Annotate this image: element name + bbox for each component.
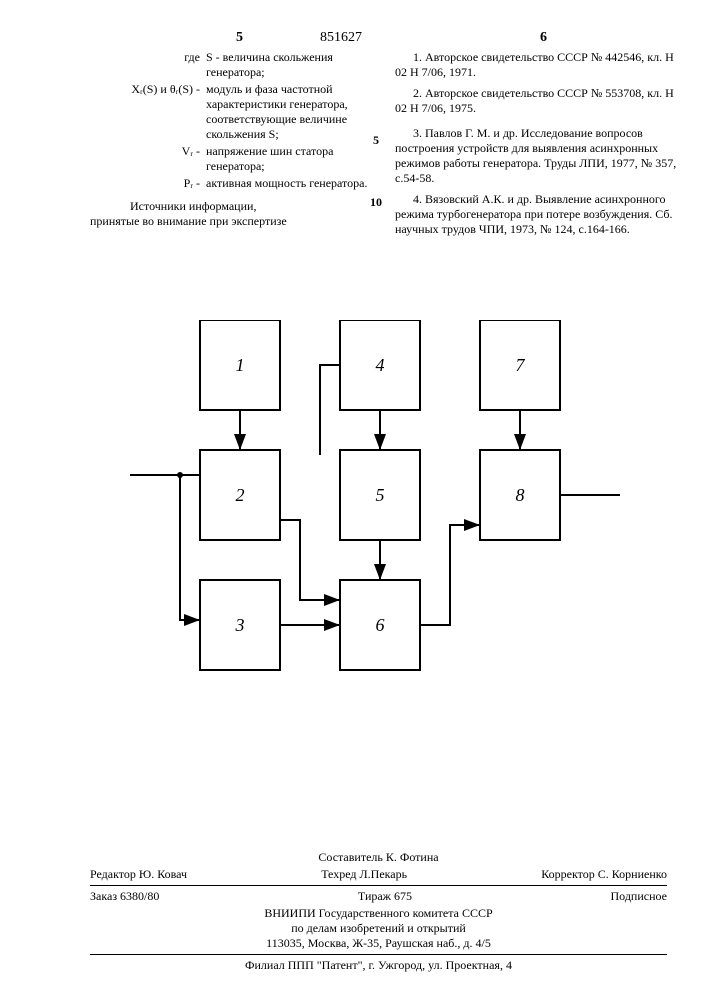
svg-text:2: 2	[236, 485, 245, 505]
right-column: 1. Авторское свидетельство СССР № 442546…	[395, 50, 685, 243]
tirazh: Тираж 675	[358, 889, 412, 904]
left-column: где S - величина скольжения генератора; …	[90, 50, 380, 229]
def-row-2: Vᵣ - напряжение шин статора генератора;	[90, 144, 380, 174]
svg-text:3: 3	[235, 615, 245, 635]
addr-line: 113035, Москва, Ж-35, Раушская наб., д. …	[90, 936, 667, 951]
sources-line-1: Источники информации,	[90, 199, 380, 214]
reference-2: 2. Авторское свидетельство СССР № 553708…	[395, 86, 685, 116]
def-where: где S - величина скольжения генератора;	[90, 50, 380, 80]
filial-line: Филиал ППП "Патент", г. Ужгород, ул. Про…	[90, 958, 667, 973]
org-line-2: по делам изобретений и открытий	[90, 921, 667, 936]
compiler-label: Составитель	[318, 850, 382, 864]
document-number: 851627	[320, 30, 362, 46]
sources-line-2: принятые во внимание при экспертизе	[90, 214, 380, 229]
separator-2	[90, 954, 667, 955]
svg-text:4: 4	[376, 355, 385, 375]
compiler-line: Составитель К. Фотина	[90, 850, 667, 865]
techred: Техред Л.Пекарь	[321, 867, 407, 882]
reference-1: 1. Авторское свидетельство СССР № 442546…	[395, 50, 685, 80]
def-term-2: Vᵣ -	[90, 144, 206, 174]
editor: Редактор Ю. Ковач	[90, 867, 187, 882]
order: Заказ 6380/80	[90, 889, 159, 904]
staff-row: Редактор Ю. Ковач Техред Л.Пекарь Коррек…	[90, 867, 667, 882]
subscription: Подписное	[611, 889, 668, 904]
svg-text:1: 1	[236, 355, 245, 375]
def-term-3: Pᵣ -	[90, 176, 206, 191]
compiler-name: К. Фотина	[386, 850, 439, 864]
def-desc-3: активная мощность генератора.	[206, 176, 380, 191]
page-number-right: 6	[540, 30, 547, 46]
separator-1	[90, 885, 667, 886]
svg-text:5: 5	[376, 485, 385, 505]
svg-text:7: 7	[516, 355, 526, 375]
def-desc-0: величина скольжения генератора;	[206, 50, 333, 79]
svg-text:6: 6	[376, 615, 385, 635]
def-where-label: где	[90, 50, 206, 80]
def-term-1: Xᵣ(S) и θᵣ(S) -	[90, 82, 206, 142]
page-number-left: 5	[236, 30, 243, 46]
def-term-0: S -	[206, 50, 220, 64]
sources-heading: Источники информации, принятые во вниман…	[90, 199, 380, 229]
def-desc-2: напряжение шин статора генератора;	[206, 144, 380, 174]
footer-block: Составитель К. Фотина Редактор Ю. Ковач …	[90, 850, 667, 973]
corrector: Корректор С. Корниенко	[541, 867, 667, 882]
reference-3: 3. Павлов Г. М. и др. Исследование вопро…	[395, 126, 685, 186]
def-row-1: Xᵣ(S) и θᵣ(S) - модуль и фаза частотной …	[90, 82, 380, 142]
def-row-3: Pᵣ - активная мощность генератора.	[90, 176, 380, 191]
org-line-1: ВНИИПИ Государственного комитета СССР	[90, 906, 667, 921]
def-desc-1: модуль и фаза частотной характеристики г…	[206, 82, 380, 142]
order-row: Заказ 6380/80 Тираж 675 Подписное	[90, 889, 667, 904]
reference-4: 4. Вязовский А.К. и др. Выявление асинхр…	[395, 192, 685, 237]
def-item-0: S - величина скольжения генератора;	[206, 50, 380, 80]
block-diagram: 1 2 3 4 5 6 7 8	[130, 320, 630, 700]
svg-text:8: 8	[516, 485, 525, 505]
